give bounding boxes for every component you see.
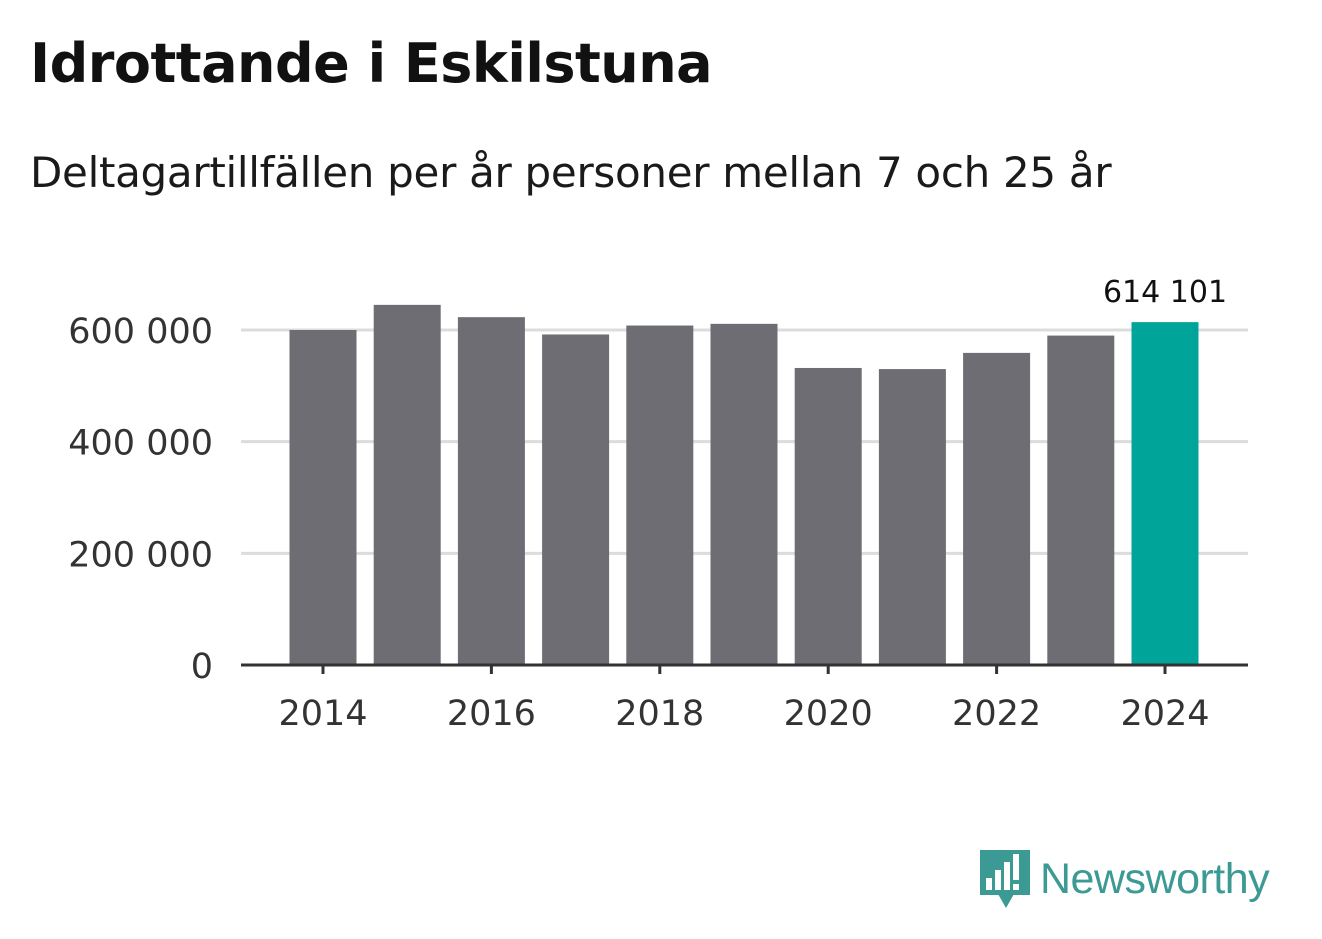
x-tick-label: 2020	[784, 694, 873, 734]
bar-2018	[626, 325, 694, 665]
bar-2024	[1131, 322, 1199, 665]
labels: 0 200 000 400 000 600 000 2014 2016 2018 2020 20…	[68, 275, 1227, 734]
highlight-value-label: 614 101	[1103, 275, 1227, 310]
newsworthy-logo-icon	[980, 850, 1030, 908]
bars	[289, 304, 1199, 665]
bar-2016	[457, 317, 525, 665]
bar-2020	[794, 367, 862, 665]
brand-logo: Newsworthy	[980, 848, 1270, 910]
bar-2023	[1047, 335, 1115, 665]
y-tick-label: 0	[191, 647, 213, 687]
y-tick-label: 600 000	[68, 312, 213, 352]
bar-2015	[373, 304, 441, 665]
bar-2019	[710, 323, 778, 665]
bar-2021	[878, 369, 946, 665]
chart-subtitle: Deltagartillfällen per år personer mella…	[30, 148, 1112, 197]
bar-2014	[289, 330, 357, 665]
x-tick-label: 2022	[952, 694, 1041, 734]
x-tick-label: 2024	[1120, 694, 1209, 734]
x-tick-label: 2018	[615, 694, 704, 734]
y-tick-label: 200 000	[68, 535, 213, 575]
y-tick-label: 400 000	[68, 424, 213, 464]
bar-2022	[963, 352, 1031, 665]
axes	[241, 663, 1248, 674]
bar-2017	[542, 334, 610, 665]
chart-title: Idrottande i Eskilstuna	[30, 32, 713, 95]
brand-name: Newsworthy	[1040, 854, 1270, 903]
x-tick-label: 2016	[447, 694, 536, 734]
x-tick-label: 2014	[278, 694, 367, 734]
